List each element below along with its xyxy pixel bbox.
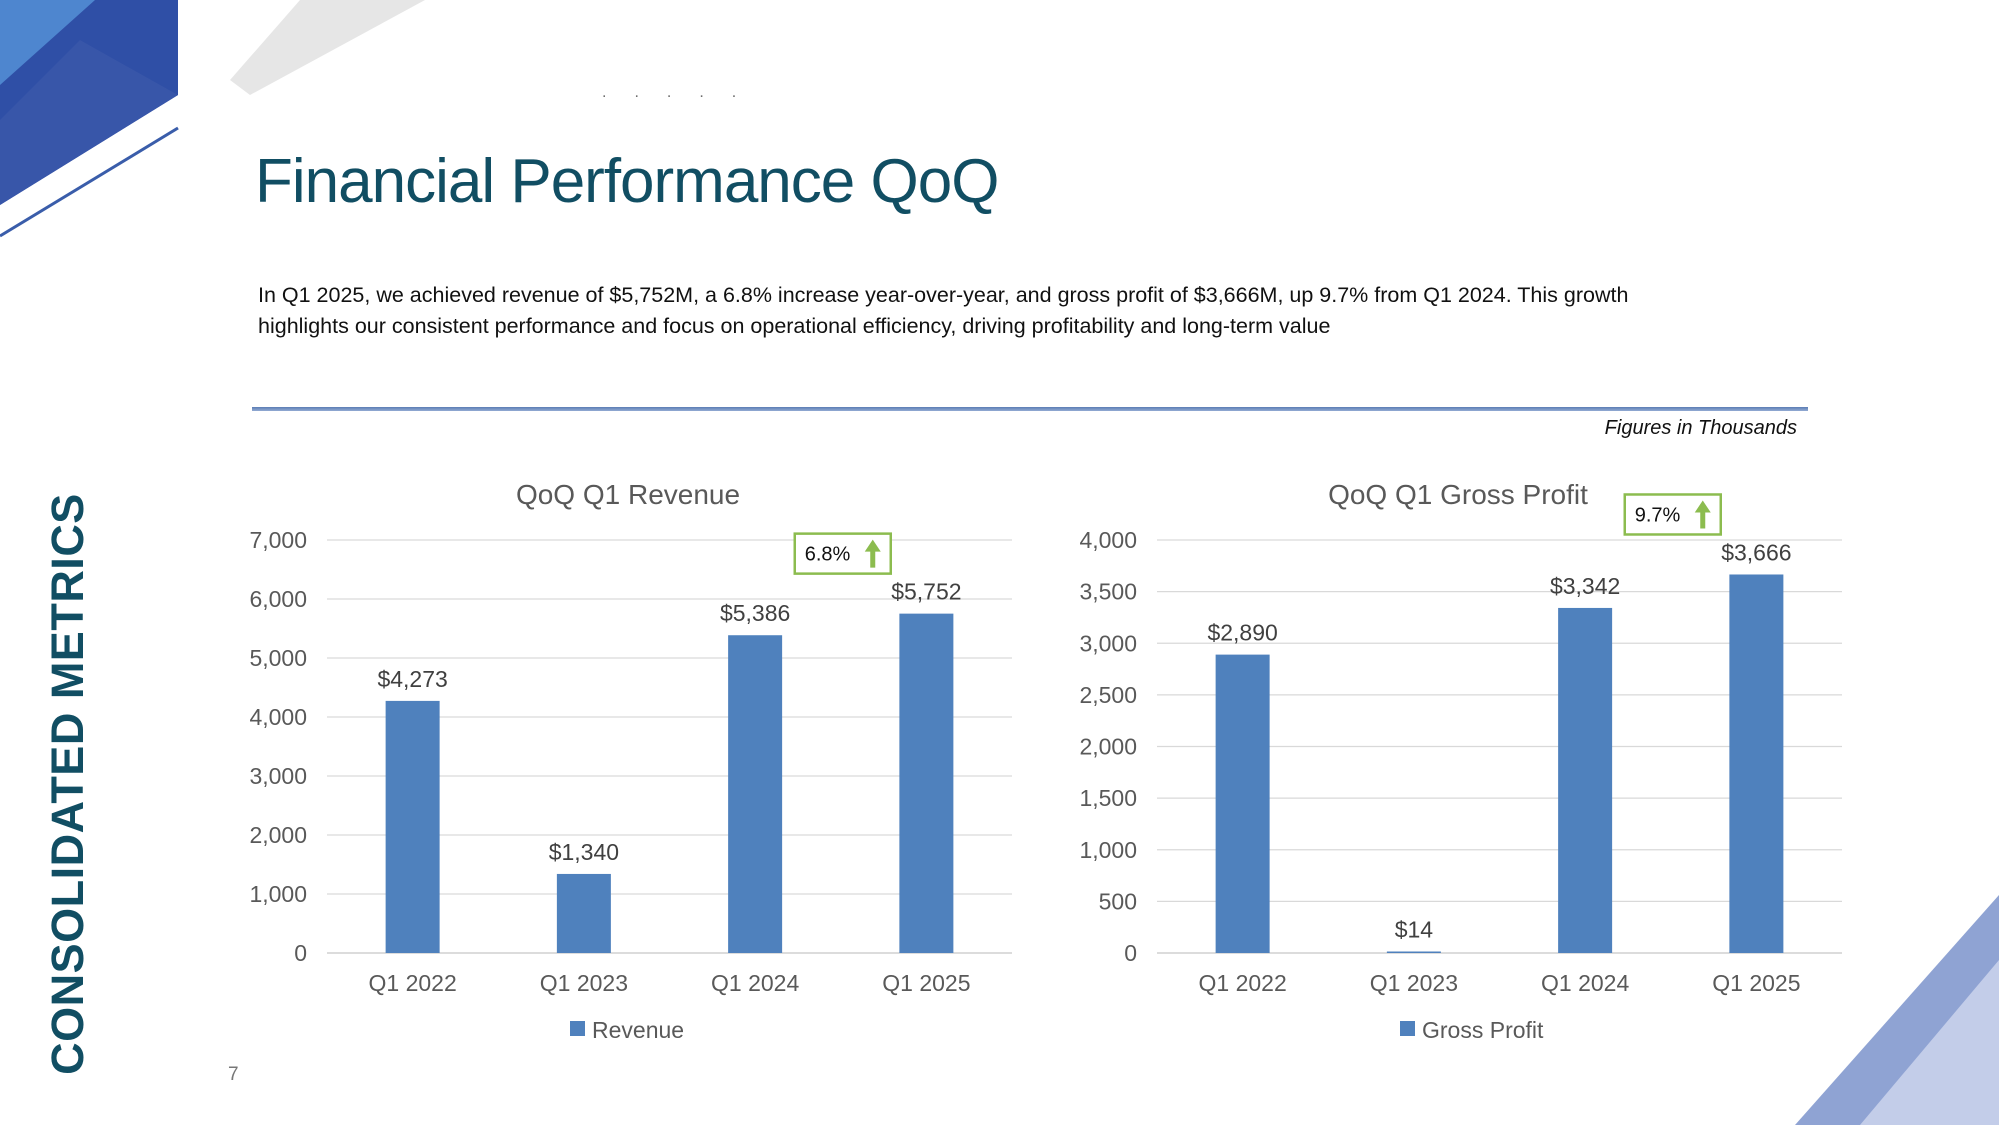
- up-arrow-icon: [864, 539, 881, 568]
- up-arrow-icon: [1694, 500, 1711, 529]
- chart-title: QoQ Q1 Revenue: [516, 479, 740, 510]
- corner-shape-mid: [0, 40, 178, 205]
- x-tick-label: Q1 2024: [711, 970, 799, 996]
- arrow-shaft: [870, 549, 876, 568]
- data-label: $5,752: [891, 579, 961, 605]
- x-tick-label: Q1 2022: [369, 970, 457, 996]
- y-tick-label: 500: [1099, 888, 1137, 914]
- x-tick-label: Q1 2022: [1199, 970, 1287, 996]
- y-tick-label: 3,500: [1079, 579, 1137, 605]
- y-tick-label: 6,000: [249, 586, 307, 612]
- page-title: Financial Performance QoQ: [255, 147, 999, 216]
- decorative-dots: .....: [602, 84, 765, 101]
- y-tick-label: 3,000: [1079, 630, 1137, 656]
- bar-q1-2025: [1729, 574, 1784, 953]
- legend-swatch: [1400, 1021, 1415, 1036]
- bar-q1-2024: [728, 635, 783, 953]
- y-tick-label: 0: [294, 940, 307, 966]
- figures-note: Figures in Thousands: [1604, 417, 1797, 439]
- gross-profit-chart: QoQ Q1 Gross Profit 0 500 1,000 1,500 2,000 2,…: [1079, 479, 1842, 1043]
- y-tick-label: 4,000: [1079, 527, 1137, 553]
- x-tick-label: Q1 2024: [1541, 970, 1629, 996]
- corner-shape-light: [0, 0, 95, 85]
- chart-title: QoQ Q1 Gross Profit: [1328, 479, 1588, 510]
- page-number: 7: [228, 1064, 239, 1085]
- bar-q1-2023: [1386, 951, 1441, 953]
- y-tick-label: 0: [1124, 940, 1137, 966]
- x-tick-label: Q1 2025: [1712, 970, 1800, 996]
- bar-q1-2024: [1558, 607, 1613, 953]
- y-tick-label: 7,000: [249, 527, 307, 553]
- y-tick-label: 2,500: [1079, 682, 1137, 708]
- legend-label: Revenue: [592, 1017, 684, 1043]
- bottom-right-shape-light: [1860, 960, 1999, 1125]
- arrow-shaft: [1700, 510, 1706, 529]
- section-divider: [252, 407, 1808, 411]
- growth-callout-text: 9.7%: [1635, 504, 1681, 526]
- legend-label: Gross Profit: [1422, 1017, 1544, 1043]
- arrow-head: [864, 539, 881, 552]
- y-tick-label: 1,000: [249, 881, 307, 907]
- data-label: $14: [1395, 917, 1434, 943]
- arrow-head: [1694, 500, 1711, 513]
- data-label: $5,386: [720, 600, 790, 626]
- y-tick-label: 3,000: [249, 763, 307, 789]
- data-label: $3,342: [1550, 573, 1620, 599]
- y-tick-label: 2,000: [1079, 734, 1137, 760]
- legend-swatch: [570, 1021, 585, 1036]
- data-label: $3,666: [1721, 539, 1791, 565]
- x-tick-label: Q1 2023: [540, 970, 628, 996]
- summary-text: In Q1 2025, we achieved revenue of $5,75…: [258, 283, 1629, 338]
- y-tick-label: 1,500: [1079, 785, 1137, 811]
- grey-swoosh: [230, 0, 425, 95]
- growth-callout-text: 6.8%: [805, 544, 851, 566]
- data-label: $1,340: [549, 839, 619, 865]
- data-label: $4,273: [377, 666, 447, 692]
- revenue-chart: QoQ Q1 Revenue 0 1,000 2,000 3,000 4,000 5,000…: [249, 479, 1012, 1043]
- y-tick-label: 1,000: [1079, 837, 1137, 863]
- bar-q1-2023: [556, 873, 611, 953]
- corner-accent-line: [0, 126, 179, 238]
- x-tick-label: Q1 2025: [882, 970, 970, 996]
- x-tick-label: Q1 2023: [1370, 970, 1458, 996]
- side-label: CONSOLIDATED METRICS: [42, 493, 93, 1075]
- bar-q1-2025: [899, 613, 954, 953]
- y-tick-label: 4,000: [249, 704, 307, 730]
- bar-q1-2022: [385, 700, 440, 953]
- y-tick-label: 5,000: [249, 645, 307, 671]
- data-label: $2,890: [1207, 620, 1277, 646]
- bar-q1-2022: [1215, 654, 1270, 953]
- y-tick-label: 2,000: [249, 822, 307, 848]
